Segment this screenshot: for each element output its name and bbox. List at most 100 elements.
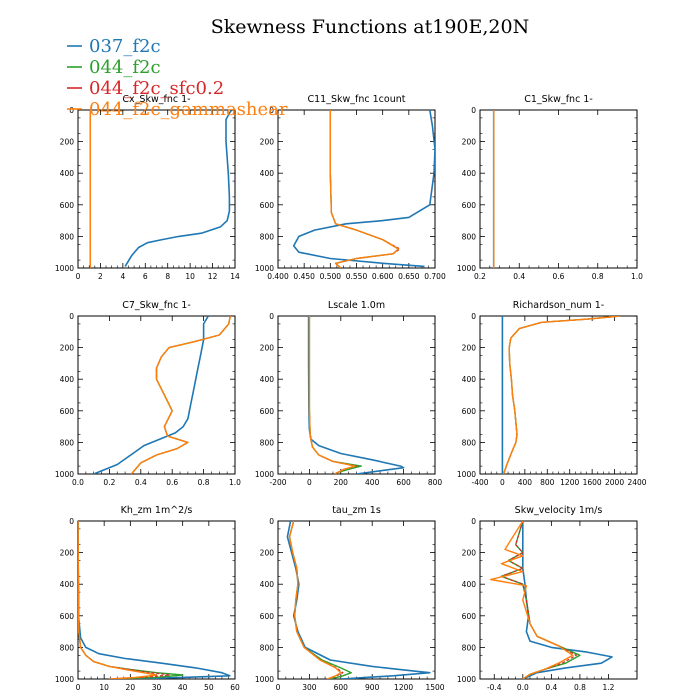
x-tick-label: 1200 <box>560 478 579 487</box>
x-tick-label: 0.4 <box>135 478 147 487</box>
legend-label: 044_f2c_sfc0.2 <box>89 78 224 99</box>
x-tick-label: 12 <box>208 272 218 281</box>
y-tick-label: 200 <box>260 549 275 558</box>
y-tick-label: 1000 <box>55 470 74 479</box>
series-line-044-f2c-gammashear <box>78 521 158 679</box>
axes-frame <box>277 520 436 680</box>
axes-frame <box>277 109 436 269</box>
x-tick-label: 0.400 <box>267 272 289 281</box>
x-tick-label: 0.6 <box>166 478 178 487</box>
x-tick-label: 30 <box>152 683 162 692</box>
panel-p7: Kh_zm 1m^2/s0 10 20 30 40 50 60020040060080010… <box>55 505 240 692</box>
y-tick-label: 400 <box>462 375 477 384</box>
y-tick-label: 600 <box>260 612 275 621</box>
panel-title: tau_zm 1s <box>332 505 381 516</box>
x-tick-label: 0.500 <box>320 272 342 281</box>
y-tick-label: 600 <box>60 201 75 210</box>
panels: Cx_Skw_fnc 1-0 2 4 6 8 10 12 140200400600800100… <box>55 94 647 692</box>
panel-p5: Lscale 1.0m -200 0 200 400 600 800 0 200 400 600 80… <box>255 300 442 487</box>
x-tick-label: 0.8 <box>198 478 210 487</box>
x-tick-label: -200 <box>269 478 286 487</box>
y-tick-label: 400 <box>60 580 75 589</box>
y-tick-label: 800 <box>462 232 477 241</box>
legend-entry: 044_f2c_sfc0.2 <box>67 78 224 99</box>
y-tick-label: 800 <box>260 438 275 447</box>
series-line-037-f2c <box>292 110 435 268</box>
series-line-044-f2c <box>329 110 400 268</box>
x-tick-label: 4 <box>120 272 125 281</box>
axes-frame <box>479 520 638 680</box>
y-tick-label: 0 <box>269 106 274 115</box>
y-tick-label: 0 <box>69 517 74 526</box>
x-tick-label: 0 <box>500 478 505 487</box>
x-tick-label: 2 <box>98 272 103 281</box>
y-tick-label: 400 <box>462 580 477 589</box>
y-tick-label: 200 <box>60 138 75 147</box>
y-tick-label: 0 <box>69 312 74 321</box>
x-tick-label: 400 <box>518 478 533 487</box>
panel-p2: C11_Skw_fnc 1count 0.400 0.450 0.500 0.550 0.… <box>255 94 446 281</box>
legend: 037_f2c044_f2c044_f2c_sfc0.2044_f2c_gamm… <box>67 36 288 120</box>
panel-p8: tau_zm 1s 0 300 600 900 1200 1500 0 200 400 600 800… <box>255 505 445 692</box>
panel-p4: C7_Skw_fnc 1- 0.0 0.2 0.4 0.6 0.8 1.0 0 200 400 60… <box>55 300 241 487</box>
panel-title: C7_Skw_fnc 1- <box>122 300 191 311</box>
x-tick-label: 0.6 <box>553 272 565 281</box>
x-tick-label: 10 <box>99 683 109 692</box>
y-tick-label: 800 <box>462 438 477 447</box>
panel-title: Richardson_num 1- <box>513 300 604 311</box>
y-tick-label: 400 <box>260 375 275 384</box>
series-line-044-f2c-gammashear <box>329 110 400 268</box>
series-line-044-f2c <box>500 521 581 679</box>
panel-p6: Richardson_num 1--400 0 400 800 1200 1600 2000… <box>457 300 647 487</box>
x-tick-label: 800 <box>428 478 443 487</box>
y-tick-label: 1000 <box>457 675 476 684</box>
y-tick-label: 200 <box>462 138 477 147</box>
y-tick-label: 800 <box>60 438 75 447</box>
x-tick-label: 8 <box>165 272 170 281</box>
x-tick-label: 600 <box>396 478 411 487</box>
y-tick-label: 1000 <box>55 675 74 684</box>
x-tick-label: 0.700 <box>424 272 446 281</box>
x-tick-label: 0.4 <box>545 683 557 692</box>
series-line-037-f2c <box>521 521 613 679</box>
y-tick-label: 800 <box>60 643 75 652</box>
x-tick-label: 1.0 <box>229 478 241 487</box>
panel-title: Lscale 1.0m <box>328 300 385 311</box>
y-tick-label: 400 <box>60 375 75 384</box>
axes-frame <box>277 315 436 475</box>
axes-frame <box>479 109 638 269</box>
panel-p1: Cx_Skw_fnc 1- 0 2 4 6 8 10 12 14 0 200 400 600 800 100… <box>55 94 240 281</box>
legend-label: 037_f2c <box>89 36 161 57</box>
y-tick-label: 0 <box>269 517 274 526</box>
x-tick-label: 60 <box>230 683 240 692</box>
x-tick-label: 0.0 <box>72 478 84 487</box>
series-line-044-f2c <box>130 316 231 474</box>
x-tick-label: 0 <box>76 272 81 281</box>
x-tick-label: 0 <box>76 683 81 692</box>
y-tick-label: 1000 <box>255 470 274 479</box>
panel-p3: C1_Skw_fnc 1- 0.2 0.4 0.6 0.8 1.0 0 200 400 600 80… <box>457 94 643 281</box>
x-tick-label: 14 <box>230 272 240 281</box>
panel-title: Kh_zm 1m^2/s <box>121 505 193 516</box>
x-tick-label: 0.600 <box>372 272 394 281</box>
y-tick-label: 800 <box>260 232 275 241</box>
x-tick-label: 10 <box>185 272 195 281</box>
x-tick-label: 0.4 <box>513 272 525 281</box>
x-tick-label: -0.4 <box>487 683 502 692</box>
series-line-044-f2c-sfc0-2 <box>503 316 621 474</box>
y-tick-label: 600 <box>260 407 275 416</box>
x-tick-label: 1600 <box>583 478 602 487</box>
x-tick-label: 0.450 <box>293 272 315 281</box>
y-tick-label: 200 <box>462 344 477 353</box>
legend-entry: 044_f2c_gammashear <box>67 99 288 120</box>
x-tick-label: 0.2 <box>474 272 486 281</box>
series-line-044-f2c-gammashear <box>130 316 231 474</box>
y-tick-label: 200 <box>60 344 75 353</box>
y-tick-label: 0 <box>269 312 274 321</box>
y-tick-label: 600 <box>462 201 477 210</box>
x-tick-label: 1.2 <box>602 683 614 692</box>
series-line-044-f2c-gammashear <box>288 521 342 679</box>
y-tick-label: 0 <box>69 106 74 115</box>
x-tick-label: 0.0 <box>517 683 529 692</box>
